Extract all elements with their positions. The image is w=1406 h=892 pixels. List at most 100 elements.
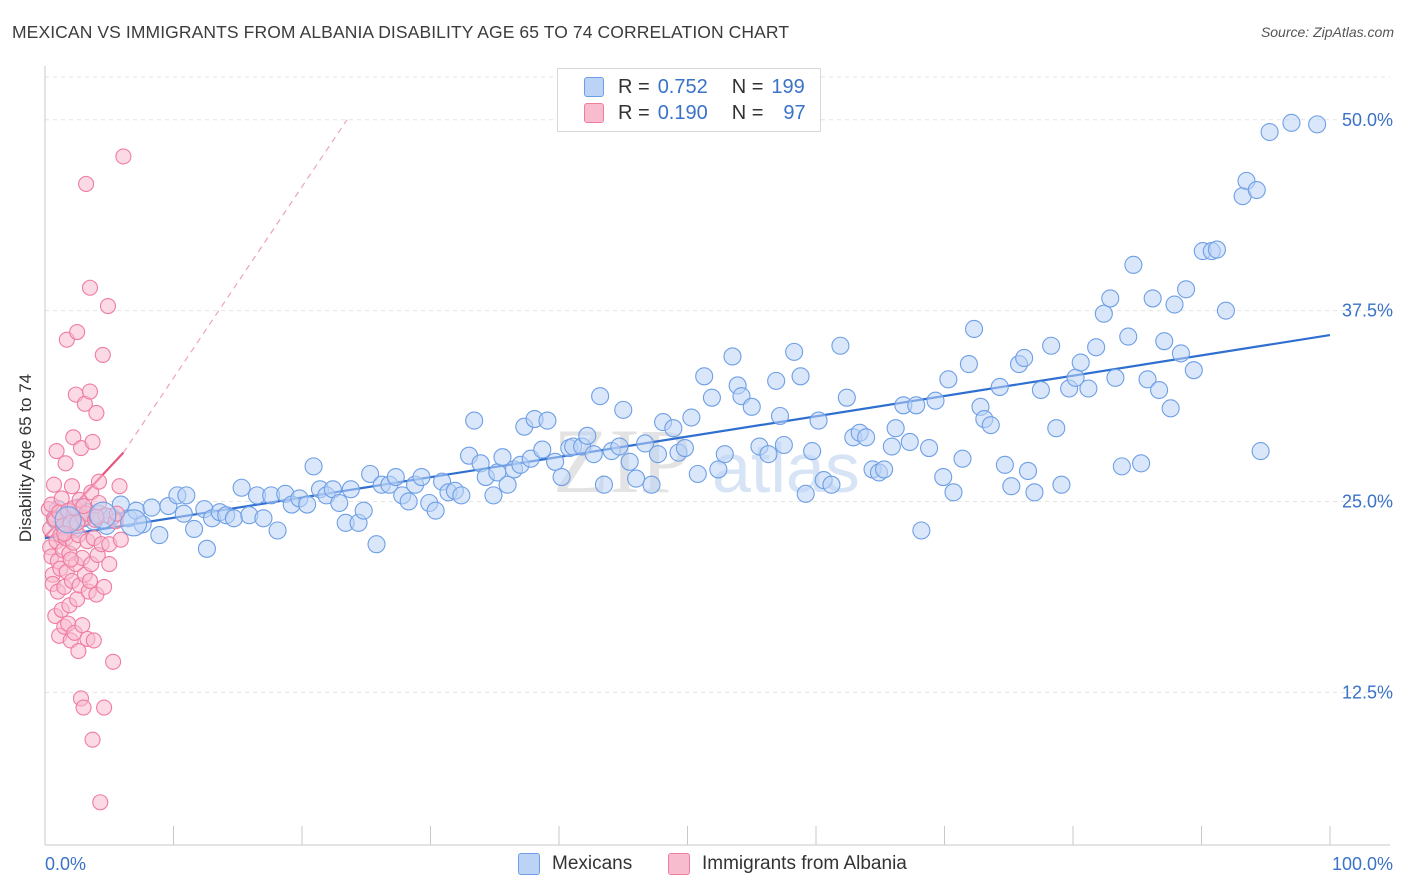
point-mexicans	[959, 355, 978, 374]
point-mexicans	[939, 370, 958, 389]
point-mexicans	[709, 460, 728, 479]
point-albania	[94, 346, 111, 363]
point-mexicans	[1184, 361, 1203, 380]
point-mexicans	[1251, 442, 1270, 461]
y-tick-label: 25.0%	[1342, 491, 1393, 511]
point-mexicans-cluster	[54, 506, 82, 534]
point-albania	[48, 443, 65, 460]
point-mexicans	[174, 504, 193, 523]
point-mexicans	[675, 438, 694, 458]
trend-line-albania-extension	[122, 119, 348, 453]
point-mexicans	[1282, 113, 1301, 132]
data-points	[40, 113, 1327, 811]
bottom-swatch-albania	[668, 853, 690, 875]
point-mexicans	[1124, 255, 1143, 274]
point-mexicans	[664, 419, 683, 438]
point-mexicans	[354, 501, 373, 520]
point-mexicans	[857, 428, 876, 447]
point-mexicans	[1031, 380, 1050, 400]
point-albania	[101, 556, 118, 573]
point-albania	[111, 478, 128, 495]
point-albania	[69, 323, 86, 341]
point-mexicans	[224, 509, 243, 528]
point-albania	[84, 433, 101, 450]
point-mexicans	[330, 493, 349, 513]
point-albania	[85, 632, 102, 649]
point-mexicans	[809, 411, 828, 430]
series-albania	[40, 148, 132, 811]
point-mexicans	[1018, 461, 1038, 481]
point-mexicans	[723, 347, 742, 366]
point-mexicans	[648, 445, 667, 464]
point-mexicans	[981, 416, 1000, 435]
y-tick-label: 50.0%	[1342, 110, 1393, 130]
point-mexicans	[912, 521, 931, 540]
point-mexicans	[1161, 399, 1180, 418]
point-mexicans	[538, 411, 557, 430]
point-mexicans	[803, 442, 822, 461]
legend-swatch-mexicans	[584, 77, 604, 97]
point-mexicans	[498, 475, 517, 494]
point-mexicans	[386, 468, 405, 487]
point-mexicans	[304, 457, 323, 476]
point-albania	[75, 699, 92, 716]
point-mexicans	[452, 486, 471, 505]
point-mexicans	[493, 448, 512, 467]
gridlines	[45, 76, 1390, 693]
y-tick-label: 12.5%	[1342, 682, 1393, 702]
legend-n-label: N =	[731, 101, 764, 124]
point-mexicans	[990, 377, 1009, 397]
point-albania	[75, 498, 92, 515]
point-albania	[63, 478, 81, 495]
point-albania	[96, 699, 113, 716]
point-albania	[90, 473, 108, 490]
point-albania	[92, 794, 109, 811]
point-mexicans	[837, 388, 856, 407]
point-mexicans	[614, 400, 633, 419]
point-albania	[96, 578, 113, 596]
point-mexicans	[1052, 475, 1071, 494]
point-mexicans	[1177, 280, 1196, 299]
point-mexicans	[232, 478, 251, 497]
point-albania	[57, 455, 74, 472]
x-tick-label-max: 100.0%	[1332, 854, 1393, 874]
point-mexicans	[610, 437, 629, 456]
point-mexicans	[1101, 289, 1120, 308]
point-mexicans	[882, 437, 901, 456]
point-mexicans	[875, 460, 894, 479]
point-mexicans	[791, 367, 810, 386]
point-mexicans	[1150, 380, 1169, 400]
point-mexicans	[920, 438, 939, 458]
point-mexicans	[1165, 295, 1184, 314]
point-mexicans	[298, 495, 317, 514]
point-mexicans	[682, 408, 701, 427]
point-mexicans	[767, 371, 786, 390]
point-mexicans	[1260, 122, 1279, 142]
legend-r-label: R =	[618, 101, 650, 124]
point-mexicans	[1047, 419, 1066, 438]
point-mexicans	[642, 475, 661, 494]
point-mexicans-cluster	[89, 501, 117, 529]
legend-n-value: 199	[771, 75, 805, 98]
point-mexicans	[254, 509, 273, 528]
point-mexicans	[1155, 332, 1174, 351]
point-mexicans	[715, 445, 734, 464]
point-albania	[84, 731, 101, 748]
point-mexicans	[636, 434, 655, 453]
point-albania	[115, 148, 132, 165]
bottom-legend-mexicans: Mexicans	[518, 852, 632, 876]
point-mexicans	[774, 435, 793, 455]
point-mexicans	[177, 486, 196, 505]
point-mexicans	[742, 397, 761, 416]
point-mexicans	[953, 449, 972, 468]
point-mexicans-cluster	[120, 509, 148, 537]
y-tick-label: 37.5%	[1342, 301, 1393, 321]
point-mexicans	[546, 452, 565, 471]
legend-n-label: N =	[731, 75, 764, 98]
point-mexicans	[688, 464, 707, 484]
point-mexicans	[185, 519, 204, 539]
point-mexicans	[399, 492, 418, 511]
point-mexicans	[702, 388, 721, 407]
point-mexicans	[934, 468, 953, 487]
